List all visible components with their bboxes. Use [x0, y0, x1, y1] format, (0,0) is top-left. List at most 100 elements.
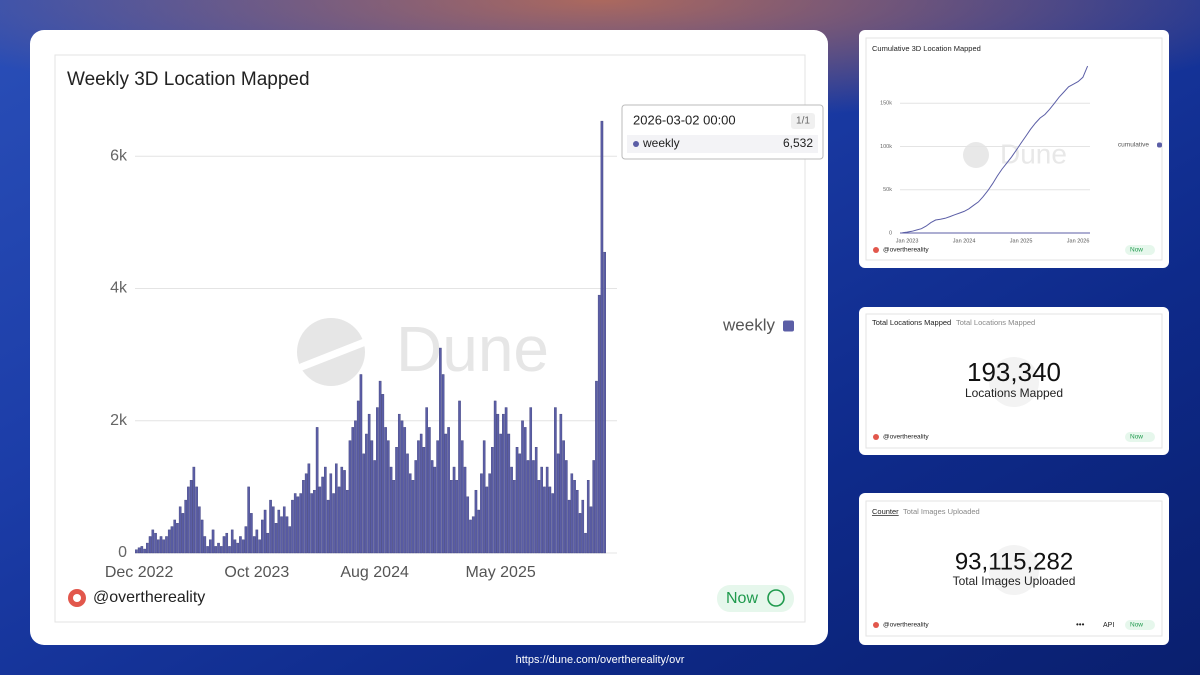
bar — [266, 532, 270, 554]
bar — [370, 440, 374, 554]
watermark: Dune — [396, 313, 549, 385]
bar — [354, 420, 357, 554]
bar — [304, 473, 308, 554]
bar — [548, 486, 552, 554]
legend-label: weekly — [722, 315, 775, 334]
x-tick-label: Jan 2023 — [896, 238, 919, 244]
bar — [170, 526, 174, 554]
bar — [362, 453, 365, 554]
author-logo — [873, 622, 879, 628]
bar — [499, 433, 502, 554]
legend-label: cumulative — [1118, 142, 1149, 149]
bar — [603, 251, 606, 554]
counter-value: 93,115,282 — [955, 548, 1073, 575]
bar — [463, 466, 467, 554]
bar — [471, 516, 475, 554]
status-badge — [1125, 245, 1155, 255]
bar — [510, 466, 513, 554]
bar — [135, 549, 138, 554]
tab[interactable]: Total Images Uploaded — [903, 507, 980, 516]
bar — [315, 427, 319, 554]
bar — [543, 486, 546, 554]
y-tick-label: 0 — [118, 544, 127, 561]
tab[interactable]: Counter — [872, 507, 899, 516]
author: @overthereality — [883, 434, 929, 441]
y-tick-label: 50k — [883, 187, 892, 193]
bar — [296, 496, 300, 554]
counter-label: Total Images Uploaded — [953, 574, 1076, 588]
x-tick-label: Oct 2023 — [224, 564, 289, 581]
bar — [586, 480, 590, 554]
x-tick-label: Jan 2024 — [953, 238, 976, 244]
bar — [203, 536, 207, 554]
y-tick-label: 100k — [880, 144, 892, 150]
bar — [485, 486, 489, 554]
bar — [291, 499, 294, 554]
bar — [436, 440, 439, 554]
bar — [165, 536, 168, 554]
bar — [502, 413, 505, 554]
bar — [504, 407, 508, 554]
bar — [460, 440, 464, 554]
bar — [491, 447, 494, 554]
bar — [293, 493, 297, 554]
y-tick-label: 150k — [880, 101, 892, 107]
x-tick-label: Jan 2026 — [1067, 238, 1090, 244]
bar — [154, 532, 157, 554]
bar — [589, 506, 593, 554]
bar — [250, 513, 253, 554]
bar — [184, 499, 187, 554]
bar — [477, 509, 480, 554]
tab[interactable]: Total Locations Mapped — [872, 318, 951, 327]
watermark-logo — [989, 357, 1039, 407]
bar — [225, 532, 229, 554]
watermark-logo-stripe — [299, 338, 365, 371]
bar — [488, 473, 491, 554]
author: @overthereality — [883, 622, 929, 629]
bar — [178, 506, 182, 554]
bar — [337, 486, 341, 554]
bar — [345, 489, 349, 554]
bar — [282, 506, 286, 554]
bar — [597, 294, 601, 554]
bar — [367, 413, 371, 554]
bar — [447, 427, 450, 554]
bar — [148, 536, 152, 554]
watermark-logo — [963, 142, 989, 168]
bar — [137, 547, 141, 554]
bar — [313, 489, 316, 554]
bar — [450, 480, 453, 554]
bar — [239, 536, 242, 554]
bar — [299, 493, 302, 554]
author-logo-center — [73, 594, 81, 602]
bar — [400, 420, 404, 554]
more-menu[interactable]: ••• — [1076, 620, 1085, 629]
tab[interactable]: Total Locations Mapped — [956, 318, 1035, 327]
bar — [578, 513, 582, 554]
bar — [595, 380, 598, 554]
bar — [143, 548, 146, 554]
bar — [340, 466, 344, 554]
bar — [365, 433, 368, 554]
bar — [600, 120, 604, 554]
card-panel — [865, 313, 1163, 449]
bar — [556, 453, 560, 554]
bar — [417, 440, 420, 554]
bar — [241, 539, 245, 554]
watermark: Dune — [1000, 138, 1067, 169]
bar — [532, 460, 535, 554]
status: Now — [1130, 247, 1143, 254]
bar — [523, 427, 527, 554]
bar — [373, 460, 376, 554]
bar — [384, 427, 387, 554]
bar — [252, 536, 256, 554]
bar — [302, 480, 305, 554]
bar — [406, 453, 409, 554]
bar — [554, 407, 557, 554]
bar — [389, 466, 393, 554]
bar — [195, 486, 198, 554]
bar — [263, 509, 267, 554]
bar — [430, 460, 434, 554]
api-button[interactable]: API — [1103, 622, 1114, 629]
